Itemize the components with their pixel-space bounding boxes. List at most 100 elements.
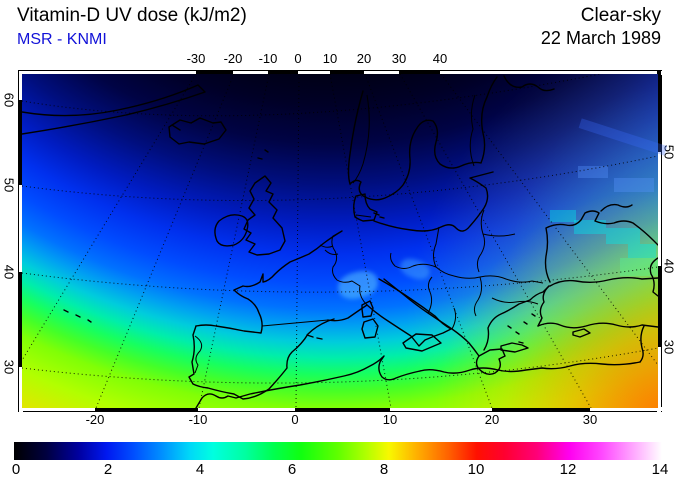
coast-crete: [500, 342, 529, 353]
coast-black-sea: [544, 210, 658, 283]
coast-kola: [503, 75, 555, 92]
meridian-10: [329, 74, 392, 408]
axis-tick-label: 40: [661, 258, 677, 274]
zebra-segment: [95, 407, 198, 411]
zebra-segment: [19, 71, 23, 100]
zebra-segment: [268, 71, 298, 75]
meridian-40: [440, 74, 658, 366]
axis-tick-label: 30: [582, 412, 598, 427]
coast-denmark: [353, 193, 385, 222]
border-germany-poland-czech: [390, 226, 455, 277]
country-borders: [194, 94, 544, 374]
colorbar-tick-label: 2: [103, 461, 113, 478]
coast-greenland: [22, 84, 206, 135]
colorbar-tick-label: 8: [379, 461, 389, 478]
coast-azores: [63, 309, 92, 323]
zebra-segment: [390, 407, 492, 411]
axis-tick-label: 30: [1, 359, 17, 375]
border-bulgaria-greece: [491, 297, 539, 305]
meridian-20: [364, 74, 493, 408]
uv-dose-field: [22, 74, 668, 408]
axis-tick-label: 10: [322, 51, 338, 66]
meridian--30: [22, 74, 197, 362]
zebra-segment: [492, 407, 590, 411]
axis-tick-label: 30: [661, 339, 677, 355]
zebra-segment: [19, 407, 95, 411]
coast-baltic: [373, 171, 494, 232]
coast-azov: [600, 203, 633, 212]
axis-tick-label: -30: [186, 51, 206, 66]
zebra-segment: [19, 367, 23, 412]
colorbar-tick-label: 14: [651, 461, 669, 478]
coast-scandinavia: [347, 76, 498, 201]
coast-sardinia: [361, 318, 379, 339]
axis-tick-label: 0: [291, 412, 299, 427]
coast-iceland: [168, 117, 227, 145]
border-finland-russia: [469, 94, 476, 167]
colorbar-tick-label: 10: [467, 461, 485, 478]
border-france-east: [331, 230, 368, 306]
axis-tick-label: 60: [1, 92, 17, 108]
zebra-segment: [233, 71, 268, 75]
meridian--10: [198, 74, 270, 408]
zebra-segment: [196, 71, 233, 75]
axis-tick-label: 40: [432, 51, 448, 66]
aegean-islands: [507, 313, 536, 344]
zebra-segment: [198, 407, 295, 411]
sky-condition-label: Clear-sky: [580, 5, 661, 26]
parallel-50n: [22, 155, 658, 202]
colorbar-tick-label: 12: [559, 461, 577, 478]
coast-greece: [475, 299, 531, 376]
border-balkans: [427, 276, 457, 330]
map-frame: [18, 70, 668, 412]
zebra-segment: [19, 100, 23, 185]
axis-tick-label: 30: [391, 51, 407, 66]
graticule-lines: [22, 74, 658, 408]
figure-title: Vitamin-D UV dose (kJ/m2): [17, 5, 247, 26]
coast-ireland: [214, 214, 249, 247]
parallel-30n: [22, 347, 658, 384]
border-norway-sweden: [352, 94, 370, 184]
border-pyrenees: [261, 319, 329, 327]
coast-balearics: [306, 334, 323, 340]
coast-corsica: [361, 300, 374, 318]
border-poland-east: [476, 209, 516, 273]
coast-turkey-west: [537, 285, 550, 327]
axis-tick-label: 10: [382, 412, 398, 427]
axis-tick-label: 20: [484, 412, 500, 427]
date-label: 22 March 1989: [540, 28, 661, 48]
border-portugal: [194, 335, 203, 374]
border-benelux: [319, 244, 339, 255]
zebra-segment: [657, 71, 661, 152]
axis-tick-label: -10: [258, 51, 278, 66]
zebra-segment: [364, 71, 399, 75]
coast-northsea-biscay: [195, 230, 343, 334]
meridian-0: [295, 74, 300, 408]
colorbar-tick-label: 0: [11, 461, 21, 478]
zebra-segment: [295, 407, 390, 411]
coast-faroes: [257, 149, 269, 160]
axis-tick-label: 40: [1, 264, 17, 280]
axis-tick-label: -20: [85, 412, 105, 427]
coast-turkey-south-levant: [537, 322, 658, 363]
coast-caspian: [649, 257, 658, 297]
coast-cyprus: [572, 328, 591, 338]
coast-britain: [243, 175, 286, 256]
zebra-segment: [399, 71, 440, 75]
zebra-segment: [657, 347, 661, 412]
colorbar-tick-label: 4: [195, 461, 205, 478]
coast-thrace-bosporus: [529, 285, 550, 301]
border-hungary-romania: [453, 275, 544, 317]
zebra-segment: [657, 152, 661, 266]
coast-adriatic-east: [383, 278, 480, 357]
coast-italy: [366, 278, 452, 347]
zebra-segment: [330, 71, 364, 75]
zebra-segment: [19, 185, 23, 272]
colorbar-gradient: [14, 442, 662, 460]
zebra-segment: [19, 71, 196, 75]
zebra-segment: [657, 266, 661, 347]
parallel-40n: [22, 266, 658, 293]
axis-tick-label: -20: [223, 51, 243, 66]
border-denmark-germany: [355, 214, 372, 218]
colorbar-tick-label: 6: [287, 461, 297, 478]
